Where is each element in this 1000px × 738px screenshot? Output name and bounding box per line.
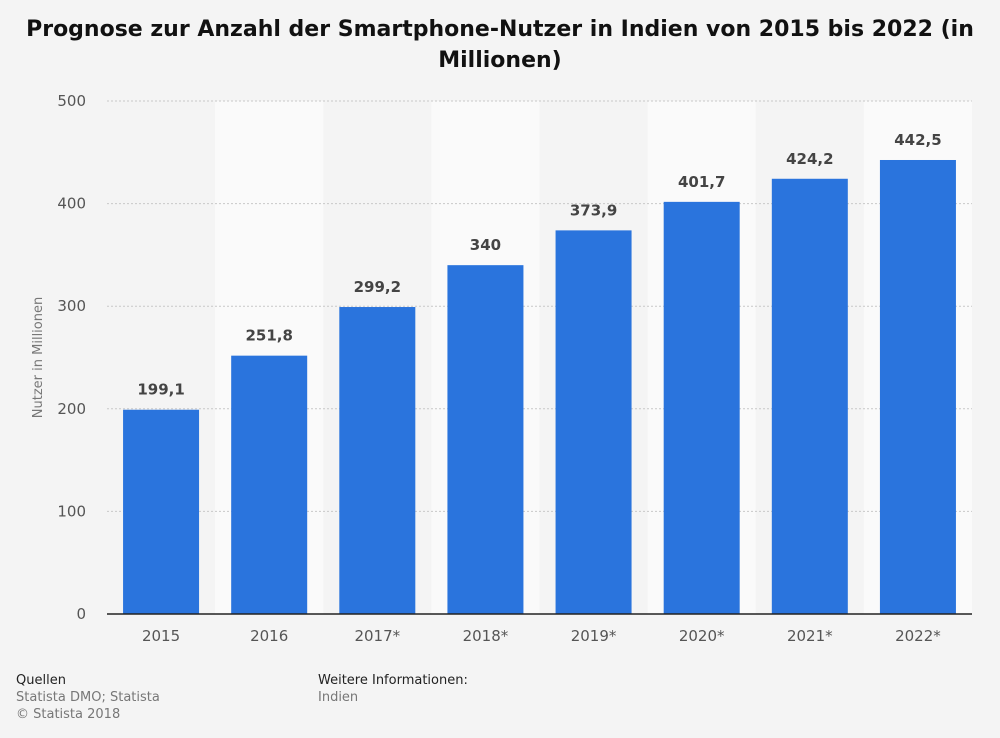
bar [555, 230, 632, 614]
y-axis-title: Nutzer in Millionen [31, 297, 46, 418]
x-tick-label: 2020* [679, 627, 725, 645]
more-info-block: Weitere Informationen: Indien [318, 672, 468, 706]
data-label: 373,9 [570, 201, 617, 219]
x-tick-label: 2015 [142, 627, 180, 645]
x-tick-label: 2016 [250, 627, 288, 645]
x-tick-label: 2022* [895, 627, 941, 645]
data-label: 340 [470, 236, 501, 254]
copyright-text: © Statista 2018 [16, 707, 121, 722]
bar [879, 159, 956, 614]
data-label: 199,1 [137, 381, 184, 399]
chart-title-line-1: Prognose zur Anzahl der Smartphone-Nutze… [26, 17, 974, 42]
y-tick-label: 500 [57, 92, 86, 110]
bar [339, 307, 416, 614]
bar [663, 201, 740, 614]
bar [231, 355, 308, 614]
more-info-heading: Weitere Informationen: [318, 673, 468, 688]
bar [123, 409, 200, 614]
sources-block: Quellen Statista DMO; Statista © Statist… [16, 672, 160, 723]
y-tick-label: 0 [76, 605, 86, 623]
x-tick-label: 2017* [354, 627, 400, 645]
sources-text[interactable]: Statista DMO; Statista [16, 690, 160, 705]
y-tick-label: 100 [57, 502, 86, 520]
bar [771, 178, 848, 614]
x-tick-label: 2021* [787, 627, 833, 645]
y-tick-label: 400 [57, 195, 86, 213]
y-tick-label: 200 [57, 400, 86, 418]
x-tick-label: 2018* [463, 627, 509, 645]
x-tick-label: 2019* [571, 627, 617, 645]
sources-heading: Quellen [16, 673, 66, 688]
data-label: 442,5 [894, 131, 941, 149]
data-label: 401,7 [678, 173, 725, 191]
data-label: 424,2 [786, 150, 833, 168]
y-tick-label: 300 [57, 297, 86, 315]
data-label: 251,8 [245, 327, 292, 345]
bar [447, 265, 524, 614]
data-label: 299,2 [354, 278, 401, 296]
more-info-text[interactable]: Indien [318, 690, 359, 705]
chart-title: Prognose zur Anzahl der Smartphone-Nutze… [0, 14, 1000, 76]
chart-title-line-2: Millionen) [438, 48, 562, 73]
